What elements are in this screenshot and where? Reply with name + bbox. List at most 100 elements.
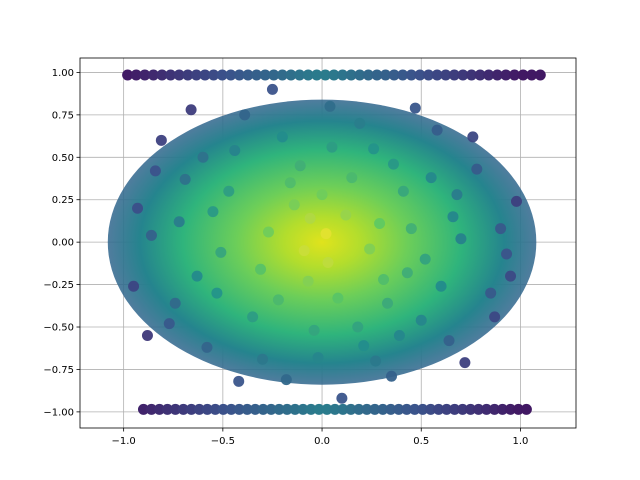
data-point: [322, 257, 334, 269]
data-point: [266, 83, 278, 95]
band-point: [251, 69, 263, 81]
data-point: [229, 145, 241, 156]
band-point: [491, 69, 503, 81]
data-point: [233, 375, 245, 387]
band-point: [147, 69, 159, 81]
data-point: [459, 357, 471, 369]
band-point: [285, 69, 297, 81]
data-point: [401, 267, 413, 279]
y-tick-label: −0.50: [43, 323, 74, 334]
band-point: [268, 69, 280, 81]
band-point: [208, 69, 220, 81]
band-point: [321, 403, 333, 415]
y-tick-label: 0.50: [52, 153, 74, 164]
data-point: [467, 131, 479, 143]
data-point: [294, 160, 306, 172]
band-point: [182, 69, 194, 81]
band-point: [345, 69, 357, 81]
band-point: [257, 403, 269, 415]
band-point: [385, 403, 397, 415]
y-tick-label: −0.25: [43, 280, 74, 291]
data-point: [471, 163, 483, 175]
data-point: [149, 165, 161, 177]
data-point: [510, 195, 522, 207]
band-point: [380, 69, 392, 81]
data-point: [501, 248, 513, 260]
x-tick-label: 0.0: [314, 436, 330, 447]
band-point: [440, 69, 452, 81]
band-point: [361, 403, 373, 415]
band-point: [153, 403, 165, 415]
band-point: [297, 403, 309, 415]
band-point: [526, 69, 538, 81]
data-point: [211, 287, 223, 299]
data-point: [215, 246, 227, 258]
data-point: [443, 335, 455, 347]
data-point: [505, 270, 517, 282]
band-point: [177, 403, 189, 415]
band-point: [473, 403, 485, 415]
data-point: [455, 233, 467, 245]
data-point: [340, 209, 352, 221]
band-point: [289, 403, 301, 415]
band-point: [199, 69, 211, 81]
band-point: [165, 69, 177, 81]
y-tick-label: −0.75: [43, 365, 74, 376]
band-point: [329, 403, 341, 415]
data-point: [320, 228, 332, 240]
x-tick-label: 1.0: [512, 436, 528, 447]
data-point: [257, 353, 269, 365]
data-point: [173, 216, 185, 228]
band-point: [377, 403, 389, 415]
data-point: [201, 341, 213, 353]
y-tick-label: 0.25: [52, 195, 74, 206]
band-point: [233, 403, 245, 415]
data-point: [207, 206, 219, 218]
x-tick-label: 0.5: [413, 436, 429, 447]
data-point: [316, 189, 328, 201]
band-point: [405, 69, 417, 81]
data-point: [324, 100, 336, 112]
axis-ticks: −1.0 −0.5 0.0 0.5 1.0 1.00 0.75 0.50 0.25 0.00 −0.…: [43, 68, 528, 447]
data-point: [419, 253, 431, 265]
band-point: [500, 69, 512, 81]
data-point: [239, 109, 251, 121]
data-point: [431, 124, 443, 136]
data-point: [370, 355, 382, 367]
data-point: [132, 202, 144, 214]
data-point: [368, 143, 380, 155]
y-tick-label: 1.00: [52, 68, 74, 79]
data-point: [128, 280, 140, 292]
data-point: [262, 226, 274, 238]
band-point: [173, 69, 185, 81]
band-point: [353, 403, 365, 415]
point-density-cloud: [107, 99, 537, 385]
data-point: [364, 243, 376, 255]
data-point: [397, 185, 409, 197]
data-point: [255, 263, 267, 275]
band-point: [520, 403, 532, 415]
band-point: [193, 403, 205, 415]
x-tick-label: −0.5: [211, 436, 235, 447]
band-point: [139, 69, 151, 81]
band-point: [302, 69, 314, 81]
data-point: [332, 292, 344, 304]
data-point: [415, 314, 427, 326]
data-point: [385, 370, 397, 382]
band-point: [457, 69, 469, 81]
data-point: [346, 172, 358, 184]
band-point: [209, 403, 221, 415]
band-point: [466, 69, 478, 81]
band-point: [319, 69, 331, 81]
band-point: [190, 69, 202, 81]
data-point: [495, 223, 507, 235]
band-point: [161, 403, 173, 415]
band-point: [504, 403, 516, 415]
band-point: [217, 403, 229, 415]
data-point: [272, 294, 284, 306]
band-point: [201, 403, 213, 415]
data-point: [304, 212, 316, 224]
band-point: [483, 69, 495, 81]
band-point: [311, 69, 323, 81]
